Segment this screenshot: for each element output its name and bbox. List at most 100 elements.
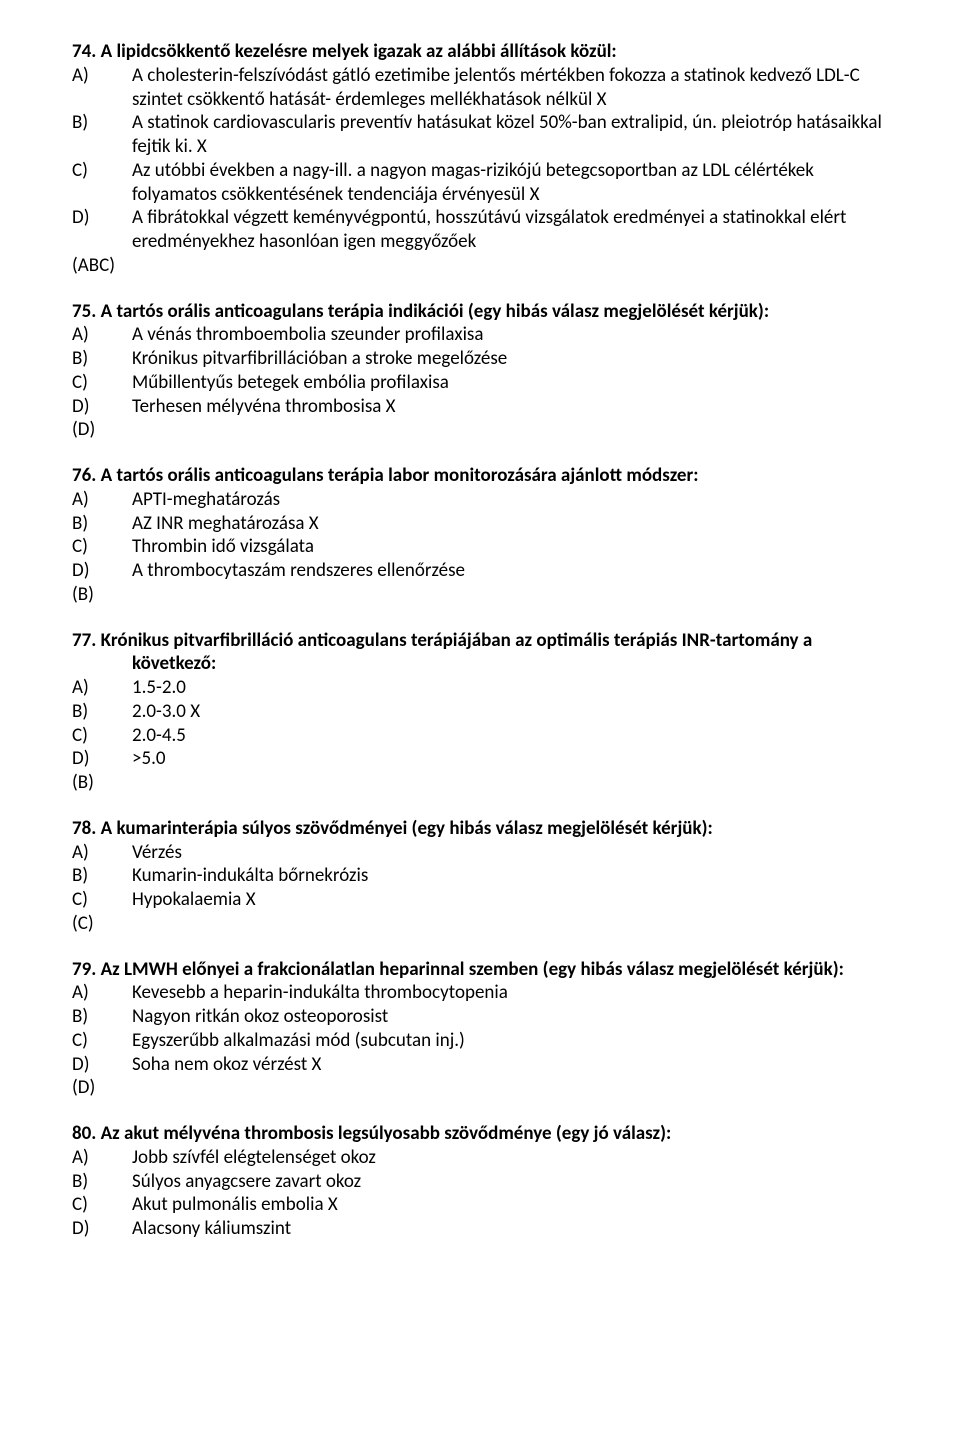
question-block: 80. Az akut mélyvéna thrombosis legsúlyo… [72, 1122, 888, 1241]
option-text: Súlyos anyagcsere zavart okoz [132, 1170, 888, 1194]
option-text: Kevesebb a heparin-indukálta thrombocyto… [132, 981, 888, 1005]
option-row: B)2.0-3.0 X [72, 700, 888, 724]
question-number: 78. [72, 817, 96, 840]
option-label: A) [72, 981, 132, 1005]
option-label: A) [72, 676, 132, 700]
option-row: B)Nagyon ritkán okoz osteoporosist [72, 1005, 888, 1029]
question-title-text: Az akut mélyvéna thrombosis legsúlyosabb… [101, 1122, 672, 1145]
document-body: 74. A lipidcsökkentő kezelésre melyek ig… [72, 40, 888, 1241]
option-row: B)Kumarin-indukálta bőrnekrózis [72, 864, 888, 888]
option-label: B) [72, 864, 132, 888]
option-text: Soha nem okoz vérzést X [132, 1053, 888, 1077]
option-label: D) [72, 1217, 132, 1241]
question-block: 78. A kumarinterápia súlyos szövődményei… [72, 817, 888, 936]
answer-key: (C) [72, 912, 888, 936]
option-row: D)Alacsony káliumszint [72, 1217, 888, 1241]
option-text: Akut pulmonális embolia X [132, 1193, 888, 1217]
option-text: 1.5-2.0 [132, 676, 888, 700]
answer-key: (D) [72, 418, 888, 442]
question-title-continuation: következő: [72, 652, 888, 676]
option-label: C) [72, 371, 132, 395]
option-text: Hypokalaemia X [132, 888, 888, 912]
question-number: 75. [72, 300, 96, 323]
option-row: B)A statinok cardiovascularis preventív … [72, 111, 888, 159]
option-label: A) [72, 323, 132, 347]
option-label: B) [72, 512, 132, 536]
option-text: >5.0 [132, 747, 888, 771]
option-label: A) [72, 841, 132, 865]
option-label: B) [72, 1005, 132, 1029]
question-block: 75. A tartós orális anticoagulans terápi… [72, 300, 888, 443]
option-text: A fibrátokkal végzett keményvégpontú, ho… [132, 206, 888, 254]
question-number: 74. [72, 40, 96, 63]
option-text: Egyszerűbb alkalmazási mód (subcutan inj… [132, 1029, 888, 1053]
option-row: A)Vérzés [72, 841, 888, 865]
question-title: 77. Krónikus pitvarfibrilláció anticoagu… [72, 629, 888, 653]
option-row: B)Súlyos anyagcsere zavart okoz [72, 1170, 888, 1194]
option-label: B) [72, 111, 132, 159]
question-title-text: A lipidcsökkentő kezelésre melyek igazak… [101, 40, 617, 63]
option-text: APTI-meghatározás [132, 488, 888, 512]
option-label: C) [72, 159, 132, 207]
option-text: 2.0-3.0 X [132, 700, 888, 724]
option-text: Vérzés [132, 841, 888, 865]
option-label: A) [72, 1146, 132, 1170]
option-row: D)A thrombocytaszám rendszeres ellenőrzé… [72, 559, 888, 583]
option-text: A statinok cardiovascularis preventív ha… [132, 111, 888, 159]
answer-key: (B) [72, 583, 888, 607]
option-row: A)A cholesterin-felszívódást gátló ezeti… [72, 64, 888, 112]
answer-key: (ABC) [72, 254, 888, 278]
question-number: 80. [72, 1122, 96, 1145]
option-text: Thrombin idő vizsgálata [132, 535, 888, 559]
option-label: C) [72, 724, 132, 748]
option-label: C) [72, 888, 132, 912]
option-row: D)A fibrátokkal végzett keményvégpontú, … [72, 206, 888, 254]
option-row: A)Kevesebb a heparin-indukálta thrombocy… [72, 981, 888, 1005]
option-row: C)Műbillentyűs betegek embólia profilaxi… [72, 371, 888, 395]
option-label: B) [72, 347, 132, 371]
option-row: C)2.0-4.5 [72, 724, 888, 748]
question-title: 76. A tartós orális anticoagulans terápi… [72, 464, 888, 488]
question-title-text: A kumarinterápia súlyos szövődményei (eg… [101, 817, 713, 840]
question-title: 75. A tartós orális anticoagulans terápi… [72, 300, 888, 324]
question-block: 79. Az LMWH előnyei a frakcionálatlan he… [72, 958, 888, 1101]
question-title: 80. Az akut mélyvéna thrombosis legsúlyo… [72, 1122, 888, 1146]
option-text: Az utóbbi években a nagy-ill. a nagyon m… [132, 159, 888, 207]
question-title-continuation-text: következő: [72, 652, 216, 675]
option-row: A)APTI-meghatározás [72, 488, 888, 512]
option-text: Terhesen mélyvéna thrombosisa X [132, 395, 888, 419]
option-text: AZ INR meghatározása X [132, 512, 888, 536]
option-text: Jobb szívfél elégtelenséget okoz [132, 1146, 888, 1170]
question-title: 79. Az LMWH előnyei a frakcionálatlan he… [72, 958, 888, 982]
question-title: 74. A lipidcsökkentő kezelésre melyek ig… [72, 40, 888, 64]
option-text: Nagyon ritkán okoz osteoporosist [132, 1005, 888, 1029]
option-row: D)Soha nem okoz vérzést X [72, 1053, 888, 1077]
question-block: 77. Krónikus pitvarfibrilláció anticoagu… [72, 629, 888, 795]
question-title-text: A tartós orális anticoagulans terápia la… [101, 464, 699, 487]
question-block: 74. A lipidcsökkentő kezelésre melyek ig… [72, 40, 888, 278]
option-label: C) [72, 535, 132, 559]
option-row: A)Jobb szívfél elégtelenséget okoz [72, 1146, 888, 1170]
answer-key: (D) [72, 1076, 888, 1100]
option-text: Alacsony káliumszint [132, 1217, 888, 1241]
option-text: Műbillentyűs betegek embólia profilaxisa [132, 371, 888, 395]
answer-key: (B) [72, 771, 888, 795]
option-text: A vénás thromboembolia szeunder profilax… [132, 323, 888, 347]
option-text: Krónikus pitvarfibrillációban a stroke m… [132, 347, 888, 371]
option-label: D) [72, 206, 132, 254]
option-label: A) [72, 488, 132, 512]
option-row: D)>5.0 [72, 747, 888, 771]
question-block: 76. A tartós orális anticoagulans terápi… [72, 464, 888, 607]
option-label: D) [72, 747, 132, 771]
question-number: 77. [72, 629, 96, 652]
option-label: D) [72, 559, 132, 583]
question-title-text: A tartós orális anticoagulans terápia in… [101, 300, 769, 323]
question-title-text: Krónikus pitvarfibrilláció anticoagulans… [101, 629, 813, 652]
option-label: A) [72, 64, 132, 112]
option-row: C)Akut pulmonális embolia X [72, 1193, 888, 1217]
option-text: 2.0-4.5 [132, 724, 888, 748]
option-text: A thrombocytaszám rendszeres ellenőrzése [132, 559, 888, 583]
option-text: A cholesterin-felszívódást gátló ezetimi… [132, 64, 888, 112]
option-label: B) [72, 700, 132, 724]
question-number: 76. [72, 464, 96, 487]
